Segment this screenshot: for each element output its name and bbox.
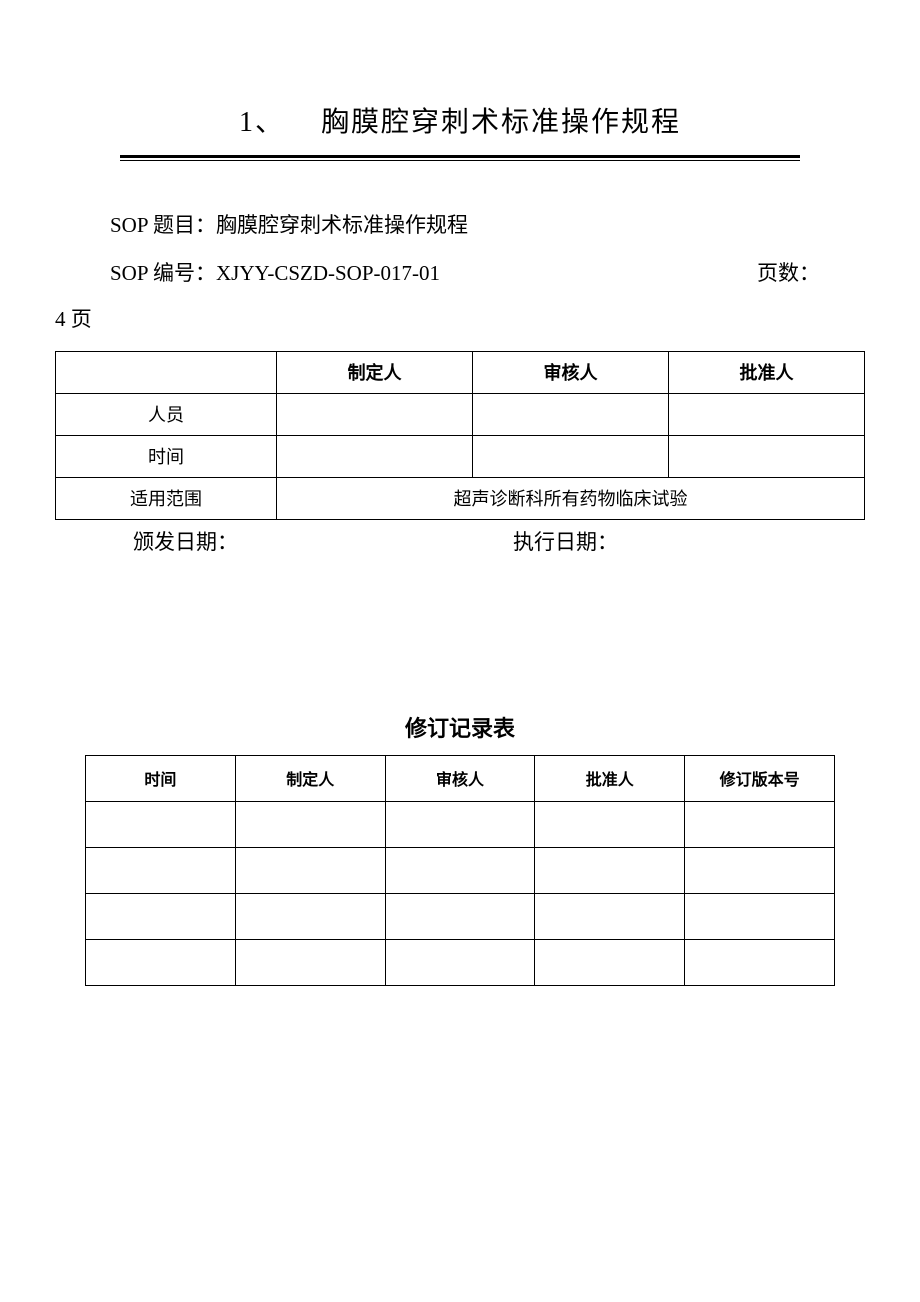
revision-cell xyxy=(535,939,685,985)
revision-cell xyxy=(385,801,535,847)
approval-table: 制定人 审核人 批准人 人员 时间 适用范围 超声诊断科所有药物临床试验 xyxy=(55,351,865,520)
approval-time-row: 时间 xyxy=(56,435,865,477)
approval-scope-row: 适用范围 超声诊断科所有药物临床试验 xyxy=(56,477,865,519)
revision-row xyxy=(86,939,835,985)
sop-number-value: XJYY-CSZD-SOP-017-01 xyxy=(216,261,440,285)
approval-time-author xyxy=(277,435,473,477)
approval-scope-label: 适用范围 xyxy=(56,477,277,519)
revision-title: 修订记录表 xyxy=(55,711,865,743)
sop-title-value: 胸膜腔穿刺术标准操作规程 xyxy=(216,213,468,237)
approval-personnel-label: 人员 xyxy=(56,393,277,435)
exec-date-label: 执行日期： xyxy=(513,526,618,556)
revision-header-version: 修订版本号 xyxy=(685,755,835,801)
pages-value: 4 页 xyxy=(55,307,92,331)
revision-header-reviewer: 审核人 xyxy=(385,755,535,801)
title-text: 胸膜腔穿刺术标准操作规程 xyxy=(321,107,681,138)
sop-number-row: SOP 编号：XJYY-CSZD-SOP-017-01 页数： xyxy=(110,249,865,297)
revision-cell xyxy=(235,847,385,893)
pages-value-row: 4 页 xyxy=(55,295,865,343)
revision-cell xyxy=(86,847,236,893)
approval-personnel-approver xyxy=(669,393,865,435)
meta-section: SOP 题目：胸膜腔穿刺术标准操作规程 SOP 编号：XJYY-CSZD-SOP… xyxy=(55,201,865,343)
revision-row xyxy=(86,801,835,847)
sop-number-label: SOP 编号： xyxy=(110,261,216,285)
approval-header-row: 制定人 审核人 批准人 xyxy=(56,351,865,393)
title-section: 1、 胸膜腔穿刺术标准操作规程 xyxy=(55,100,865,161)
approval-header-reviewer: 审核人 xyxy=(473,351,669,393)
revision-cell xyxy=(235,893,385,939)
revision-cell xyxy=(86,893,236,939)
issue-date-label: 颁发日期： xyxy=(133,526,513,556)
approval-personnel-author xyxy=(277,393,473,435)
revision-cell xyxy=(685,939,835,985)
approval-header-author: 制定人 xyxy=(277,351,473,393)
sop-title-label: SOP 题目： xyxy=(110,213,216,237)
revision-cell xyxy=(86,801,236,847)
approval-personnel-row: 人员 xyxy=(56,393,865,435)
revision-header-approver: 批准人 xyxy=(535,755,685,801)
revision-cell xyxy=(535,847,685,893)
revision-cell xyxy=(535,801,685,847)
revision-table: 时间 制定人 审核人 批准人 修订版本号 xyxy=(85,755,835,986)
pages-label: 页数： xyxy=(757,249,865,297)
main-title: 1、 胸膜腔穿刺术标准操作规程 xyxy=(55,100,865,140)
revision-cell xyxy=(235,939,385,985)
revision-cell xyxy=(235,801,385,847)
revision-cell xyxy=(535,893,685,939)
revision-cell xyxy=(685,801,835,847)
approval-time-reviewer xyxy=(473,435,669,477)
revision-row xyxy=(86,893,835,939)
revision-cell xyxy=(86,939,236,985)
revision-header-author: 制定人 xyxy=(235,755,385,801)
revision-cell xyxy=(685,847,835,893)
sop-title-row: SOP 题目：胸膜腔穿刺术标准操作规程 xyxy=(110,201,865,249)
sop-number-wrap: SOP 编号：XJYY-CSZD-SOP-017-01 xyxy=(110,249,440,297)
approval-time-approver xyxy=(669,435,865,477)
title-number: 1、 xyxy=(239,107,285,138)
approval-header-blank xyxy=(56,351,277,393)
title-underline xyxy=(120,155,800,161)
revision-cell xyxy=(685,893,835,939)
revision-cell xyxy=(385,847,535,893)
revision-header-time: 时间 xyxy=(86,755,236,801)
revision-cell xyxy=(385,893,535,939)
revision-header-row: 时间 制定人 审核人 批准人 修订版本号 xyxy=(86,755,835,801)
approval-scope-value: 超声诊断科所有药物临床试验 xyxy=(277,477,865,519)
approval-time-label: 时间 xyxy=(56,435,277,477)
revision-cell xyxy=(385,939,535,985)
approval-personnel-reviewer xyxy=(473,393,669,435)
date-row: 颁发日期： 执行日期： xyxy=(55,526,865,556)
revision-row xyxy=(86,847,835,893)
approval-header-approver: 批准人 xyxy=(669,351,865,393)
